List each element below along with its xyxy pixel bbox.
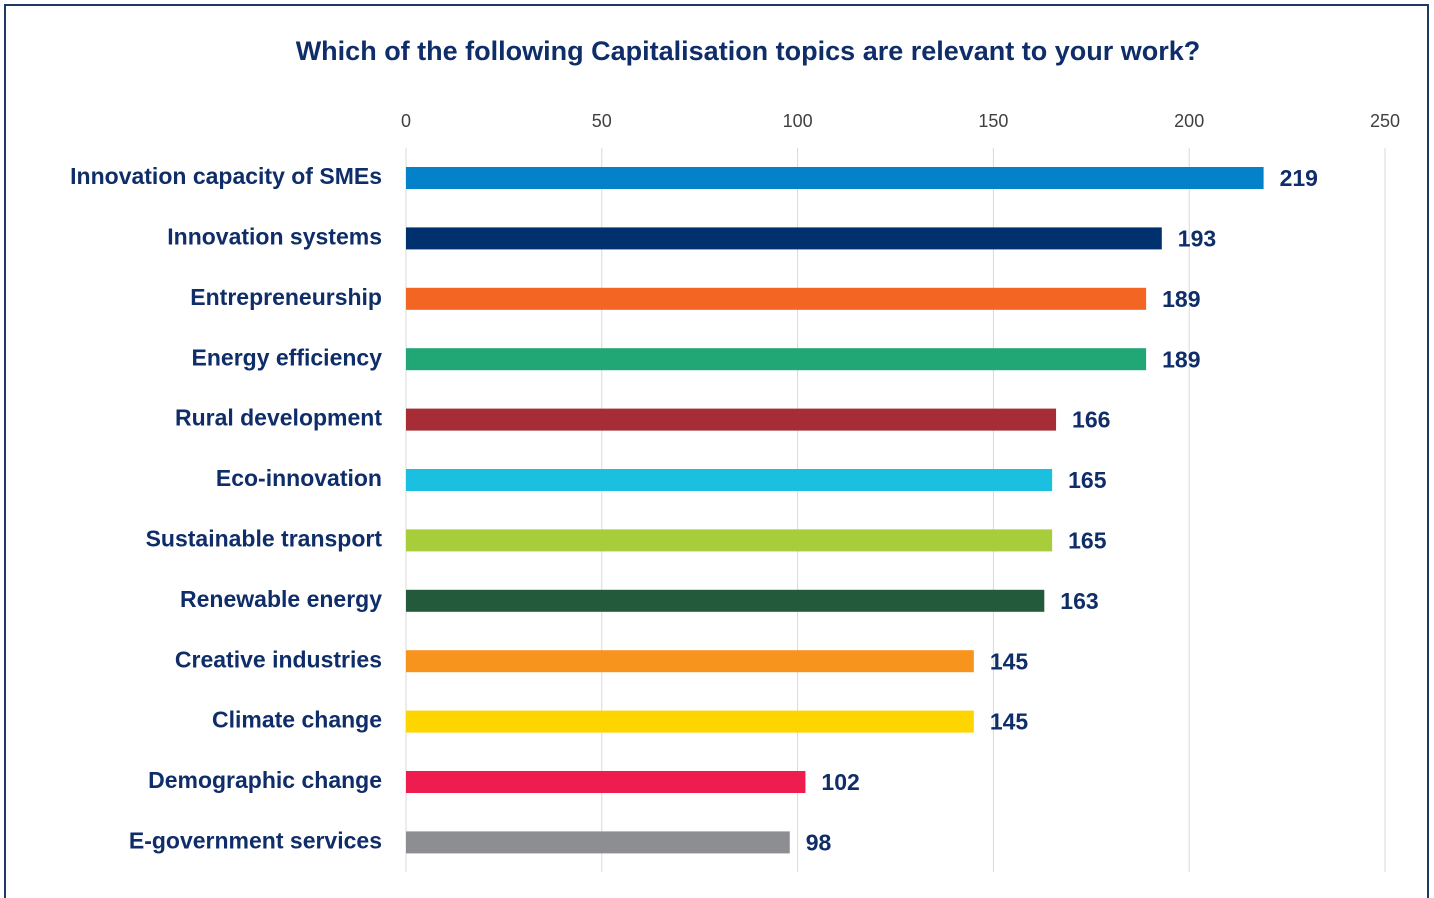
value-label: 166 xyxy=(1072,407,1110,433)
bar xyxy=(406,227,1162,250)
chart-frame xyxy=(4,4,1429,898)
x-tick-label: 50 xyxy=(592,111,612,131)
bar xyxy=(406,287,1147,310)
value-label: 193 xyxy=(1178,225,1216,251)
x-tick-label: 100 xyxy=(783,111,813,131)
y-tick-label: Eco-innovation xyxy=(216,465,382,491)
value-label: 219 xyxy=(1280,165,1318,191)
bar xyxy=(406,167,1264,189)
x-tick-label: 0 xyxy=(401,111,411,131)
value-label: 189 xyxy=(1162,286,1200,312)
value-label: 98 xyxy=(806,829,832,855)
x-tick-label: 200 xyxy=(1174,111,1204,131)
y-tick-label: Entrepreneurship xyxy=(190,284,382,310)
bar xyxy=(406,469,1053,491)
bar xyxy=(406,710,974,733)
y-tick-label: Innovation capacity of SMEs xyxy=(70,163,382,189)
y-tick-label: Sustainable transport xyxy=(146,525,383,551)
x-tick-label: 150 xyxy=(978,111,1008,131)
y-tick-label: Energy efficiency xyxy=(192,344,383,370)
value-label: 145 xyxy=(990,648,1029,674)
y-tick-label: Climate change xyxy=(212,707,382,733)
bar xyxy=(406,348,1147,371)
bar xyxy=(406,650,974,673)
bar xyxy=(406,408,1057,431)
y-tick-label: Creative industries xyxy=(175,646,382,672)
bar xyxy=(406,831,790,854)
bar xyxy=(406,529,1053,552)
y-tick-label: Rural development xyxy=(175,405,382,431)
bar xyxy=(406,589,1045,612)
value-label: 102 xyxy=(821,769,859,795)
value-label: 165 xyxy=(1068,467,1107,493)
bar xyxy=(406,771,806,793)
value-label: 145 xyxy=(990,709,1029,735)
value-label: 189 xyxy=(1162,346,1200,372)
x-tick-label: 250 xyxy=(1370,111,1400,131)
y-tick-label: Demographic change xyxy=(148,767,382,793)
y-tick-label: E-government services xyxy=(129,827,382,853)
y-tick-label: Renewable energy xyxy=(180,586,382,612)
chart-title: Which of the following Capitalisation to… xyxy=(296,36,1201,66)
value-label: 163 xyxy=(1060,588,1098,614)
y-tick-label: Innovation systems xyxy=(167,223,382,249)
value-label: 165 xyxy=(1068,527,1107,553)
